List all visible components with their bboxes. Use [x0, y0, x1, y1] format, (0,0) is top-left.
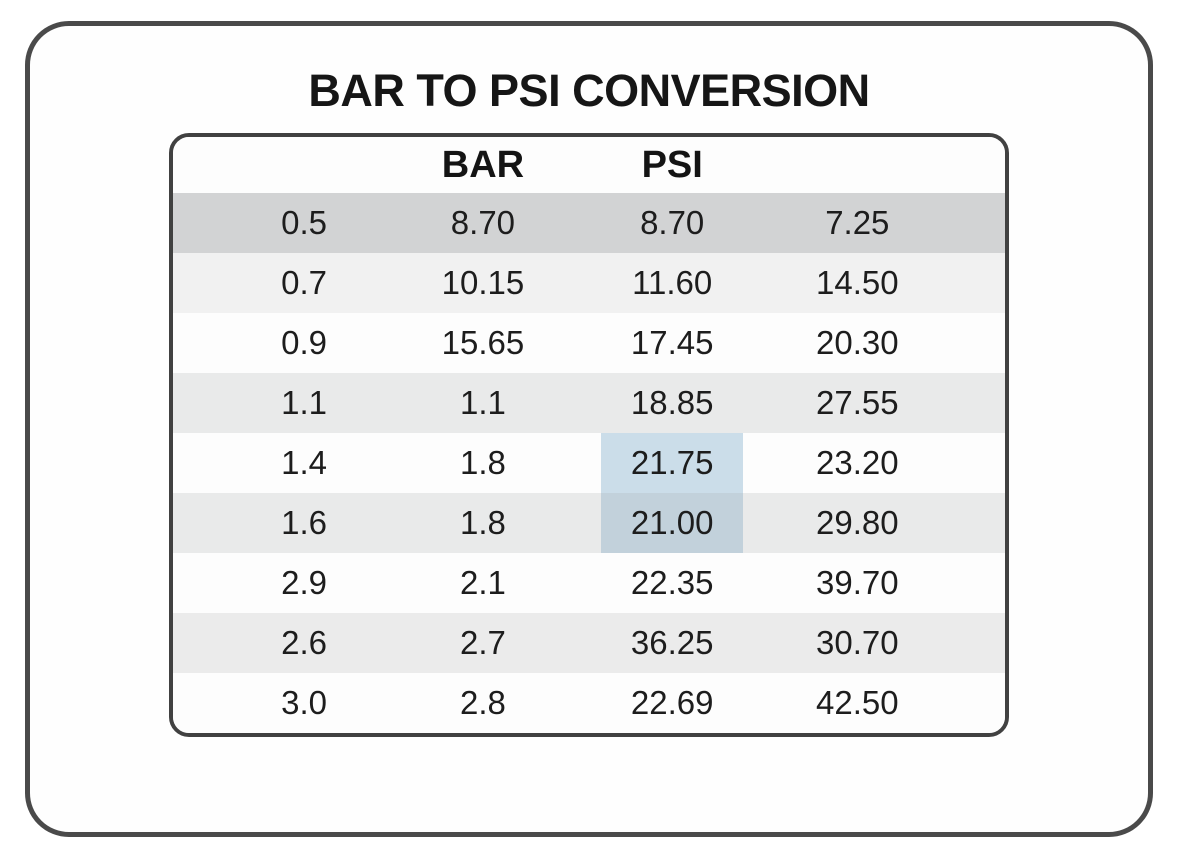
column-header-empty — [173, 137, 436, 193]
table-row: 0.7 10.15 11.60 14.50 — [173, 253, 1005, 313]
table-cell: 2.9 — [281, 564, 327, 601]
table-cell: 22.69 — [630, 684, 714, 721]
table-row: 0.5 8.70 8.70 7.25 — [173, 193, 1005, 253]
table-cell: 22.35 — [630, 564, 714, 601]
column-header-bar: BAR — [435, 137, 531, 193]
table-cell: 1.8 — [459, 504, 506, 541]
highlighted-cell: 21.75 — [601, 433, 744, 493]
table-cell: 8.70 — [450, 204, 516, 241]
table-cell: 0.5 — [281, 204, 327, 241]
table-row: 1.1 1.1 18.85 27.55 — [173, 373, 1005, 433]
table-cell: 3.0 — [281, 684, 327, 721]
table-cell: 1.6 — [281, 504, 327, 541]
table-cell: 14.50 — [816, 264, 899, 301]
table-cell: 1.1 — [459, 384, 506, 421]
table-cell: 2.7 — [459, 624, 506, 661]
table-cell: 20.30 — [816, 324, 899, 361]
table-cell: 39.70 — [816, 564, 899, 601]
conversion-table: BAR PSI 0.5 8.70 8.70 7.25 0.7 10.15 11.60 14.50… — [173, 137, 1005, 733]
table-row: 2.9 2.1 22.35 39.70 — [173, 553, 1005, 613]
table-cell: 2.6 — [281, 624, 327, 661]
table-cell: 21.75 — [531, 433, 814, 493]
table-cell: 2.8 — [459, 684, 506, 721]
table-row: 2.6 2.7 36.25 30.70 — [173, 613, 1005, 673]
table-cell: 10.15 — [441, 264, 525, 301]
table-cell: 42.50 — [816, 684, 899, 721]
table-row: 1.4 1.8 21.75 23.20 — [173, 433, 1005, 493]
column-header-empty — [813, 137, 1005, 193]
table-cell: 36.25 — [630, 624, 714, 661]
table-cell: 8.70 — [640, 204, 705, 241]
table-cell: 23.20 — [816, 444, 899, 481]
table-header-row: BAR PSI — [173, 137, 1005, 193]
page-title: BAR TO PSI CONVERSION — [308, 65, 870, 116]
table-row: 3.0 2.8 22.69 42.50 — [173, 673, 1005, 733]
table-cell: 11.60 — [632, 264, 713, 301]
table-cell: 1.1 — [281, 384, 327, 421]
table-body: 0.5 8.70 8.70 7.25 0.7 10.15 11.60 14.50 0.9 15.6… — [173, 193, 1005, 733]
table-cell: 30.70 — [816, 624, 899, 661]
table-cell: 17.45 — [630, 324, 714, 361]
table-cell: 2.1 — [459, 564, 506, 601]
table-cell: 1.8 — [459, 444, 506, 481]
table-cell: 21.00 — [531, 493, 814, 553]
table-cell: 0.9 — [281, 324, 327, 361]
column-header-psi: PSI — [530, 137, 814, 193]
table-cell: 27.55 — [816, 384, 899, 421]
table-cell: 1.4 — [281, 444, 327, 481]
table-cell: 18.85 — [630, 384, 714, 421]
table-cell: 0.7 — [281, 264, 327, 301]
table-row: 1.6 1.8 21.00 29.80 — [173, 493, 1005, 553]
table-cell: 7.25 — [825, 204, 890, 241]
conversion-table-card: BAR PSI 0.5 8.70 8.70 7.25 0.7 10.15 11.60 14.50… — [169, 133, 1009, 737]
highlighted-cell: 21.00 — [601, 493, 744, 553]
outer-frame: BAR TO PSI CONVERSION BAR PSI 0.5 8.70 8.70… — [25, 21, 1153, 837]
table-cell: 29.80 — [816, 504, 899, 541]
table-row: 0.9 15.65 17.45 20.30 — [173, 313, 1005, 373]
table-cell: 15.65 — [441, 324, 525, 361]
